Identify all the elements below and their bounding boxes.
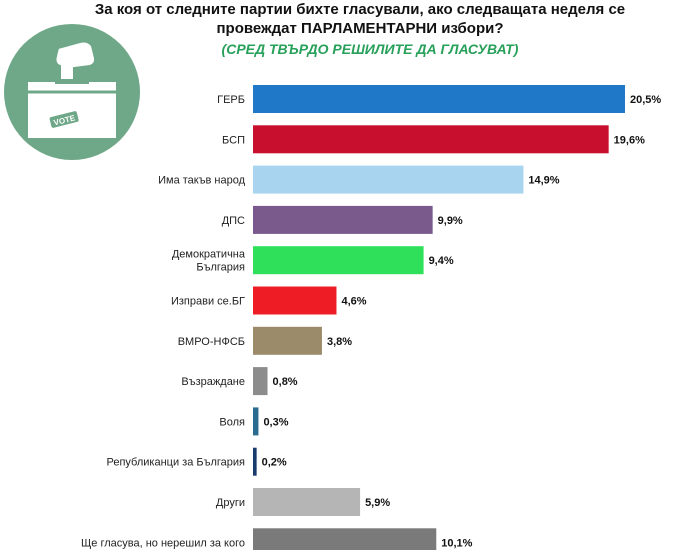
ballot-box <box>28 82 116 138</box>
category-label-8: Воля <box>219 416 245 428</box>
value-label-10: 5,9% <box>365 497 390 509</box>
value-label-3: 9,9% <box>438 215 463 227</box>
bar-2 <box>253 165 524 194</box>
bar-1 <box>253 125 609 154</box>
value-label-4: 9,4% <box>429 255 454 267</box>
category-label-5: Изправи се.БГ <box>171 296 245 308</box>
bar-5 <box>253 286 337 315</box>
category-label-4: Демократична България <box>172 249 246 274</box>
chart-title-line-2: провеждат ПАРЛАМЕНТАРНИ избори? <box>216 20 504 37</box>
category-label-11: Ще гласува, но нерешил за кого <box>81 537 245 549</box>
value-label-1: 19,6% <box>614 134 645 146</box>
value-label-2: 14,9% <box>528 175 559 187</box>
chart-subtitle: (СРЕД ТВЪРДО РЕШИЛИТЕ ДА ГЛАСУВАТ) <box>221 41 519 57</box>
value-label-11: 10,1% <box>441 537 472 549</box>
bar-0 <box>253 85 625 113</box>
value-label-5: 4,6% <box>341 296 366 308</box>
bar-8 <box>253 407 259 436</box>
category-label-7: Възраждане <box>181 376 245 388</box>
bar-6 <box>253 326 322 355</box>
category-label-10: Други <box>216 497 245 509</box>
category-label-2: Има такъв народ <box>158 175 245 187</box>
box-slot <box>55 80 89 84</box>
bar-3 <box>253 205 433 234</box>
hand-shape <box>54 40 97 81</box>
vote-plate <box>49 111 79 128</box>
ballot-box-icon: VOTE <box>4 24 140 160</box>
category-label-0: ГЕРБ <box>217 94 245 106</box>
category-label-6: ВМРО-НФСБ <box>178 336 245 348</box>
category-label-1: БСП <box>222 134 245 146</box>
value-label-6: 3,8% <box>327 336 352 348</box>
category-label-9: Републиканци за България <box>106 457 245 469</box>
category-label-3: ДПС <box>222 215 245 227</box>
bar-11 <box>253 528 437 550</box>
value-label-9: 0,2% <box>262 457 287 469</box>
bar-4 <box>253 246 424 275</box>
chart-title-line-1: За коя от следните партии бихте гласувал… <box>94 1 626 18</box>
value-label-0: 20,5% <box>630 94 661 106</box>
bar-10 <box>253 488 361 516</box>
value-label-7: 0,8% <box>273 376 298 388</box>
bar-7 <box>253 367 268 396</box>
bar-9 <box>253 447 257 476</box>
value-label-8: 0,3% <box>263 416 288 428</box>
chart-title: За коя от следните партии бихте гласувал… <box>90 0 630 38</box>
